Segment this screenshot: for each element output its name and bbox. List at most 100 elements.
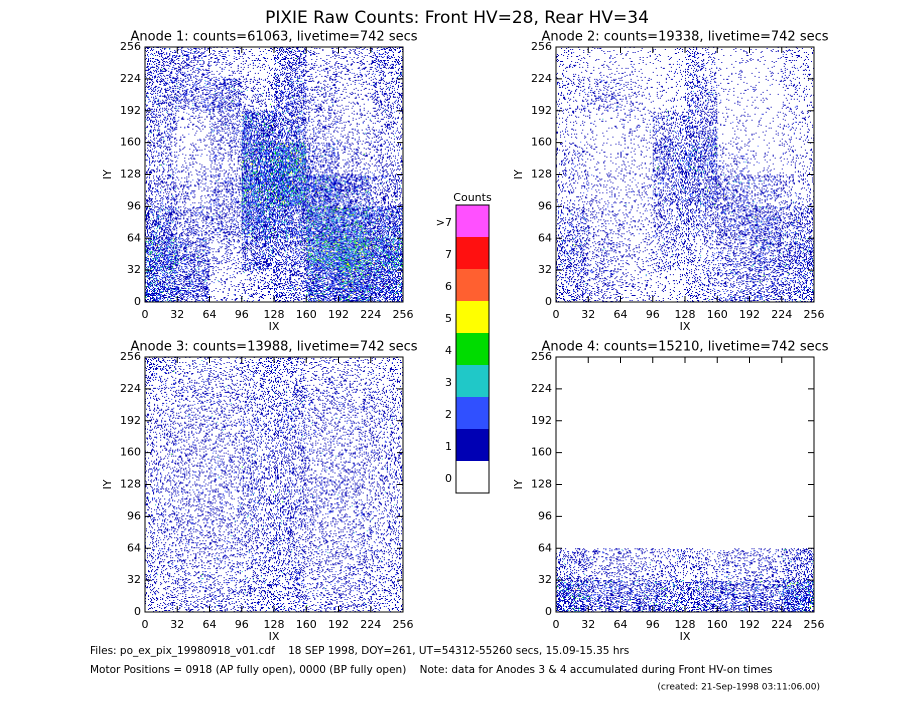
footer-motor: Motor Positions = 0918 (AP fully open), … [90, 664, 773, 676]
count-pixels [620, 110, 653, 143]
count-pixels [306, 516, 339, 549]
heatmap-cell [274, 174, 307, 207]
y-tick-label: 256 [120, 40, 141, 53]
count-pixels [745, 161, 747, 163]
count-pixels [338, 388, 371, 421]
count-pixels [781, 580, 814, 612]
y-tick-label: 0 [134, 605, 141, 618]
heatmap-cell [274, 580, 307, 612]
count-pixels [749, 270, 782, 302]
count-pixels [306, 174, 338, 207]
count-pixels [241, 206, 274, 239]
count-pixels [145, 357, 177, 389]
x-tick-label: 32 [581, 618, 595, 631]
heatmap-cell [717, 238, 750, 271]
heatmap-cell [241, 420, 274, 453]
count-pixels [393, 249, 395, 251]
count-pixels [342, 208, 365, 239]
y-axis-label: IY [512, 479, 525, 489]
heatmap-cell [241, 48, 274, 79]
colorbar-frame [455, 204, 490, 494]
y-tick-label: 96 [127, 199, 141, 212]
count-pixels [338, 174, 371, 207]
count-pixels [274, 78, 307, 111]
count-pixels [685, 47, 718, 79]
heatmap-cell [685, 47, 718, 79]
heatmap-cell [717, 142, 750, 175]
heatmap-cell [306, 580, 339, 612]
count-pixels [602, 118, 604, 120]
count-pixels [370, 357, 403, 389]
count-pixels [685, 580, 718, 612]
count-pixels [755, 216, 757, 218]
x-tick-label: 96 [646, 308, 660, 321]
x-tick-label: 64 [614, 308, 628, 321]
count-pixels [145, 580, 178, 612]
colorbar-label: 4 [445, 344, 452, 357]
count-pixels [286, 145, 296, 155]
count-pixels [209, 78, 242, 111]
colorbar-swatch [456, 429, 489, 461]
count-pixels [209, 420, 242, 453]
count-pixels [295, 116, 297, 118]
count-pixels [274, 238, 307, 271]
x-tick-label: 160 [296, 618, 317, 631]
heatmap-cell [177, 270, 210, 302]
heatmap-cell [338, 47, 371, 79]
y-tick-label: 224 [531, 72, 552, 85]
heatmap-cell [145, 388, 178, 421]
count-pixels [556, 206, 589, 238]
count-pixels [306, 420, 339, 453]
count-pixels [177, 420, 210, 453]
count-pixels [370, 548, 403, 581]
count-pixels [255, 151, 257, 153]
heatmap-cell [209, 388, 242, 421]
count-pixels [274, 548, 307, 581]
heatmap-cell [781, 548, 814, 581]
heatmap-cell [370, 142, 403, 175]
count-pixels [652, 174, 685, 207]
colorbar-swatch [456, 301, 489, 333]
colorbar-swatch [456, 397, 489, 429]
count-pixels [380, 560, 382, 562]
heatmap-cell [717, 270, 750, 302]
count-pixels [556, 270, 589, 302]
count-pixels [274, 142, 307, 175]
heatmap-cell [370, 270, 403, 302]
x-tick-label: 0 [142, 308, 149, 321]
y-tick-label: 160 [120, 446, 141, 459]
count-pixels [588, 270, 621, 302]
heatmap-cell [652, 142, 685, 175]
heatmap-cell [620, 47, 651, 79]
count-pixels [217, 280, 219, 282]
count-pixels [781, 206, 814, 239]
count-pixels [591, 559, 593, 561]
count-pixels [370, 142, 403, 175]
count-pixels [275, 452, 307, 485]
heatmap-cell [145, 357, 178, 389]
heatmap-cell [209, 580, 242, 612]
y-tick-label: 192 [531, 414, 552, 427]
count-pixels [209, 110, 242, 143]
heatmap-cell [177, 452, 210, 485]
count-pixels [717, 174, 750, 207]
count-pixels [274, 142, 307, 175]
heatmap-cell [685, 110, 718, 143]
y-axis-label: IY [512, 169, 525, 179]
heatmap-cell [338, 548, 371, 581]
count-pixels [622, 150, 624, 152]
count-pixels [306, 238, 339, 271]
count-pixels [338, 238, 371, 271]
heatmap-cell [145, 420, 178, 453]
heatmap-cell [145, 110, 178, 143]
count-pixels [781, 238, 814, 271]
heatmap-cell [209, 420, 242, 453]
colorbar-label: 6 [445, 280, 452, 293]
count-pixels [209, 548, 242, 581]
count-pixels [241, 48, 274, 79]
y-tick-label: 0 [545, 295, 552, 308]
count-pixels [573, 244, 575, 246]
heatmap-cell [717, 174, 750, 207]
count-pixels [370, 174, 403, 207]
heatmap-cell [209, 142, 242, 175]
